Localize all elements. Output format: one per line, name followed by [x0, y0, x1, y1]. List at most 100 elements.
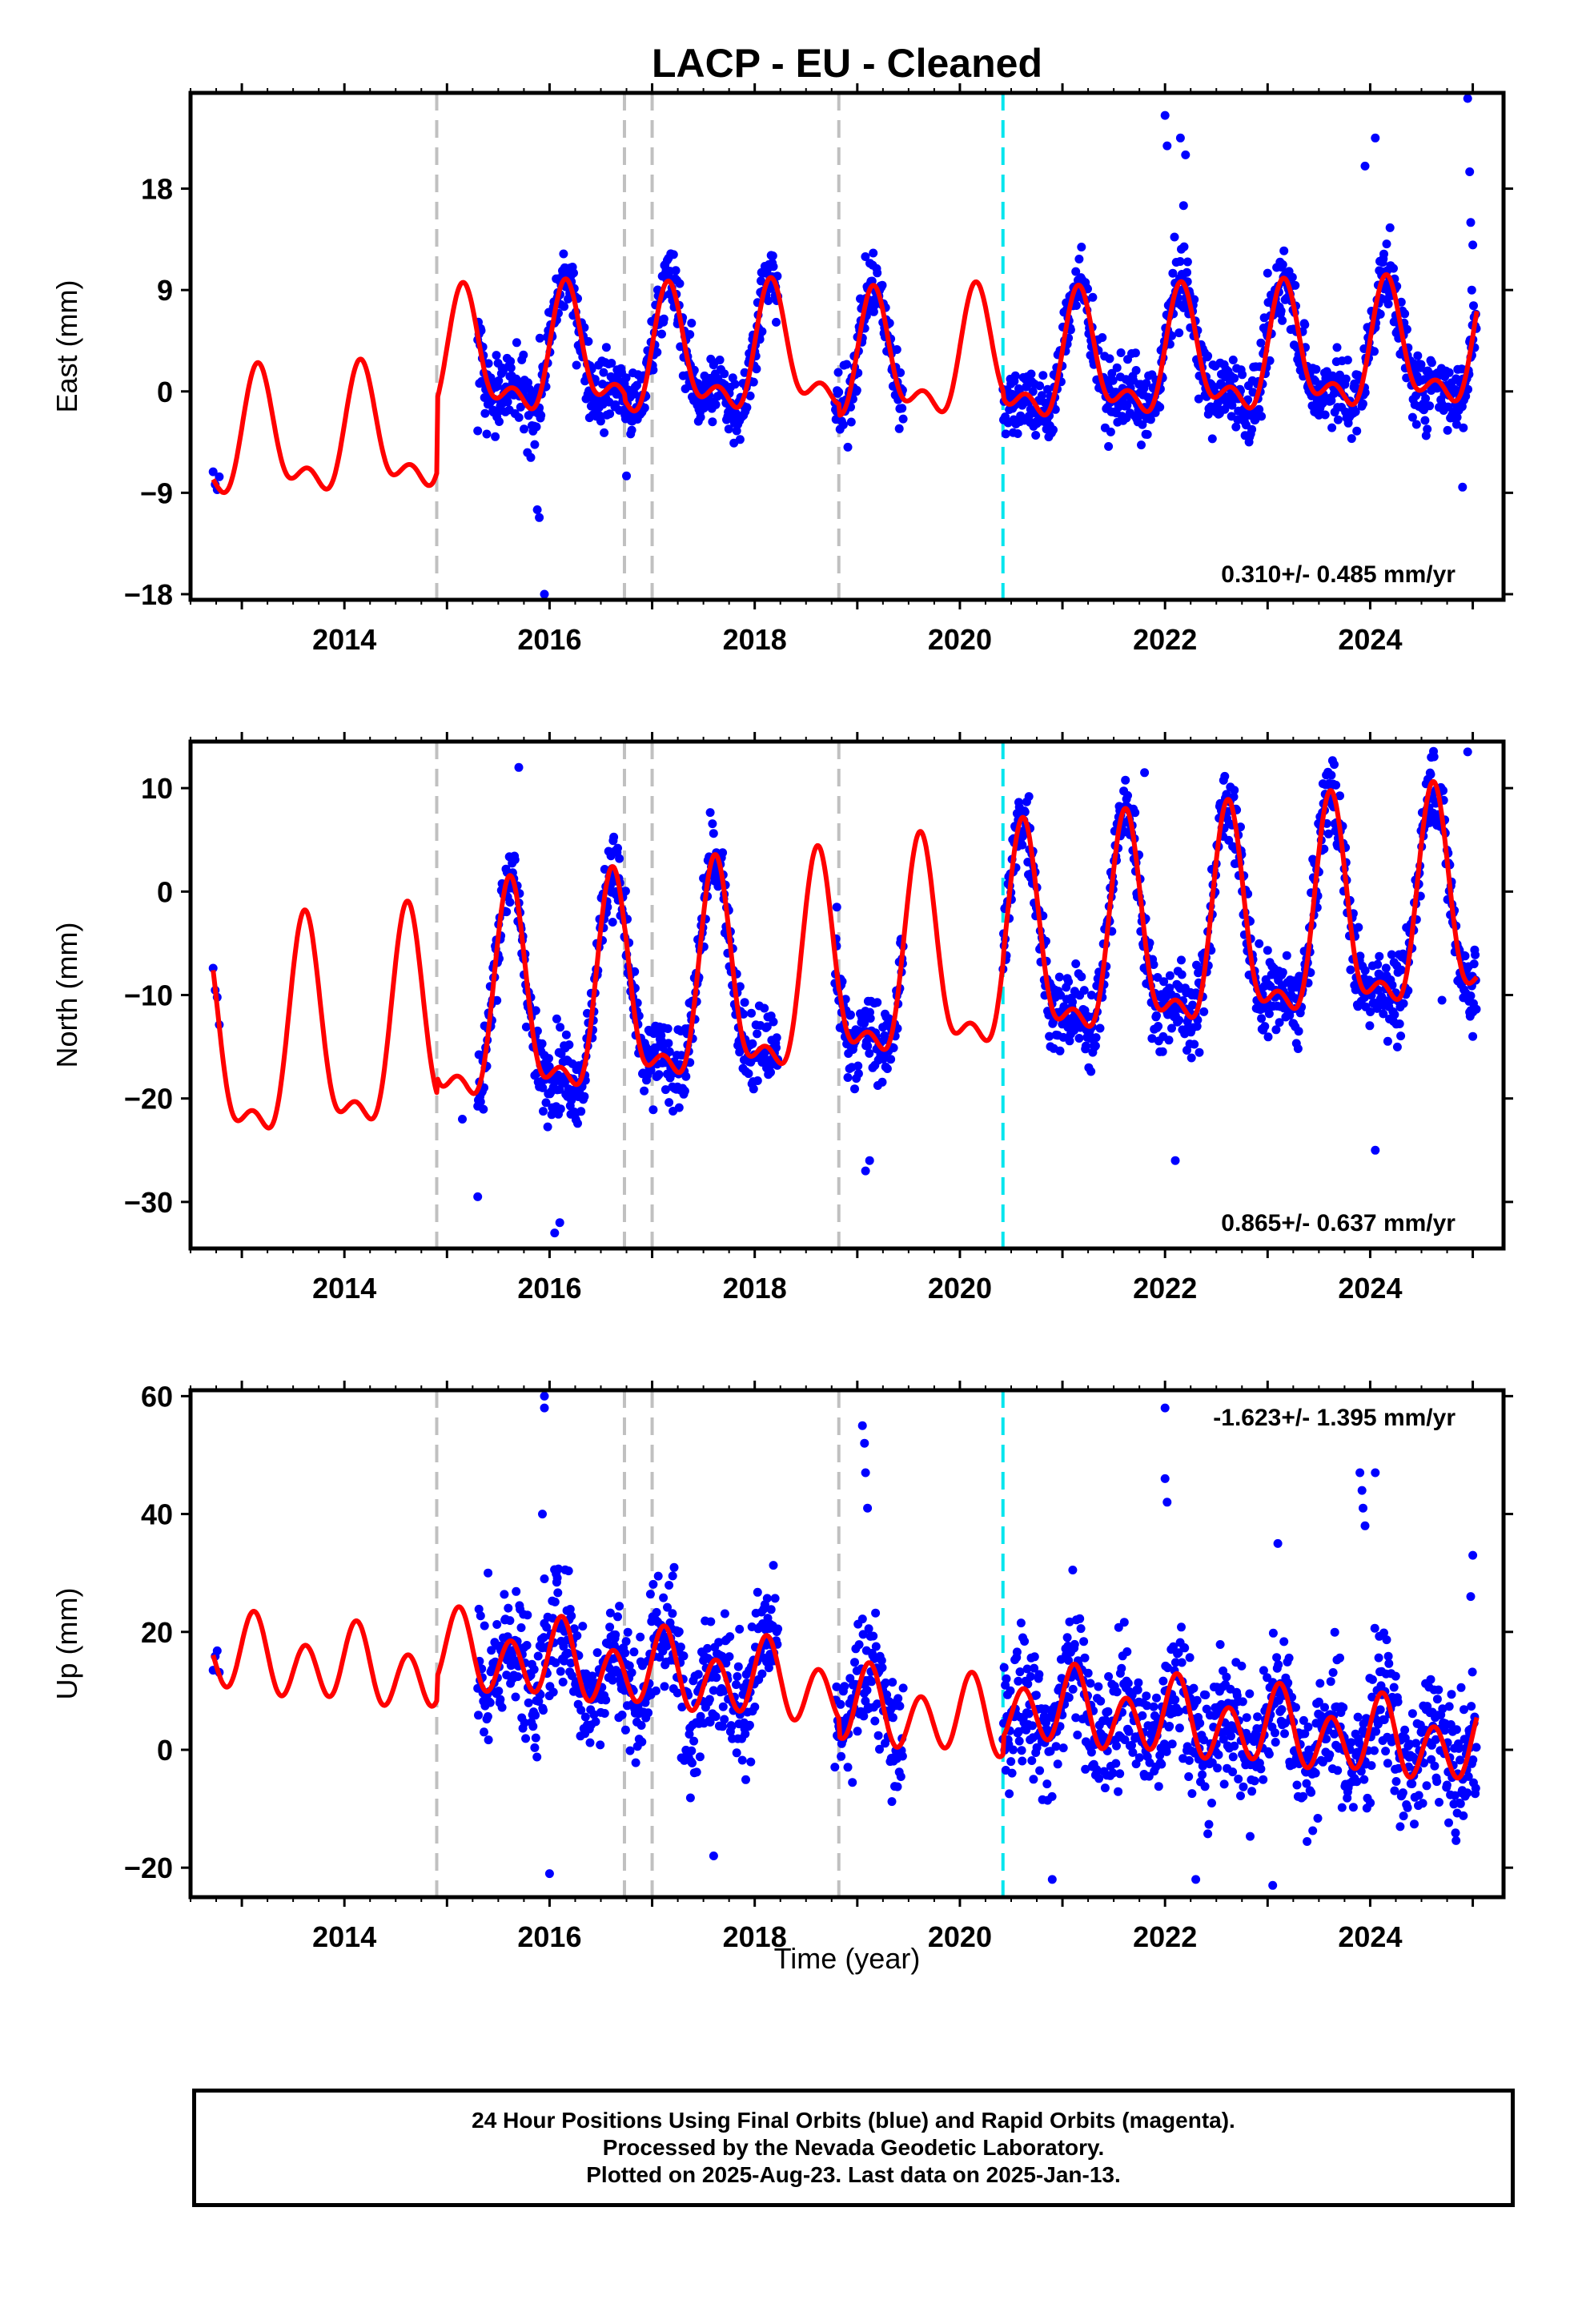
data-point — [1152, 1693, 1161, 1703]
data-point — [502, 907, 512, 917]
data-point — [669, 1562, 679, 1572]
data-point — [1320, 1703, 1329, 1712]
data-point — [1371, 133, 1380, 143]
data-point — [1353, 1712, 1363, 1722]
data-point — [1184, 1755, 1194, 1765]
data-point — [644, 1708, 653, 1718]
data-point — [1271, 1728, 1279, 1738]
data-point — [528, 1722, 538, 1731]
data-point — [1265, 356, 1275, 365]
data-point — [1081, 1041, 1090, 1051]
data-point — [897, 404, 907, 413]
data-point — [1458, 482, 1468, 492]
data-point — [605, 1622, 615, 1632]
data-point — [564, 1040, 574, 1050]
data-point — [1375, 1705, 1385, 1715]
data-point — [1207, 1799, 1216, 1807]
data-point — [772, 1033, 781, 1043]
data-point — [1389, 1683, 1399, 1692]
data-point — [524, 1698, 533, 1707]
data-point — [520, 424, 528, 434]
data-point — [544, 1054, 553, 1063]
data-point — [566, 1659, 576, 1668]
data-point — [569, 268, 578, 278]
data-point — [766, 1605, 776, 1614]
data-point — [1370, 1623, 1379, 1633]
data-point — [1100, 1783, 1110, 1793]
data-point — [1111, 1759, 1121, 1768]
data-point — [1140, 768, 1150, 778]
data-point — [1379, 1715, 1389, 1724]
data-point — [850, 1658, 859, 1667]
data-point — [1195, 1047, 1204, 1057]
data-point — [1391, 1777, 1401, 1786]
data-point — [521, 1022, 531, 1031]
data-point — [1248, 388, 1258, 397]
data-point — [1335, 791, 1344, 801]
y-axis-label: North (mm) — [50, 923, 83, 1068]
data-point — [1346, 965, 1355, 975]
data-point — [1230, 1741, 1239, 1751]
data-point — [1268, 1628, 1278, 1638]
data-point — [627, 1668, 636, 1678]
data-point — [1253, 1712, 1263, 1722]
data-point — [604, 1663, 614, 1673]
data-point — [764, 1663, 773, 1673]
data-point — [492, 1620, 502, 1629]
y-tick-label: 9 — [157, 274, 173, 307]
data-point — [1282, 951, 1291, 960]
data-point — [640, 1086, 649, 1096]
data-point — [506, 356, 516, 366]
data-point — [863, 1503, 873, 1513]
data-point — [660, 1682, 669, 1691]
data-point — [576, 1706, 586, 1715]
data-point — [1400, 309, 1410, 319]
data-point — [1422, 1781, 1431, 1791]
data-point — [730, 380, 740, 389]
data-point — [600, 428, 609, 437]
data-point — [1352, 426, 1362, 436]
data-point — [659, 314, 669, 324]
data-point — [1009, 1745, 1018, 1755]
data-point — [735, 1624, 745, 1634]
data-point — [1466, 991, 1476, 1000]
data-point — [1384, 1659, 1394, 1668]
data-point — [1427, 1755, 1436, 1764]
data-point — [741, 1729, 750, 1739]
data-point — [1162, 1747, 1171, 1756]
data-point — [1112, 1741, 1121, 1751]
data-point — [1121, 775, 1130, 785]
data-point — [636, 1721, 646, 1730]
data-point — [1047, 1875, 1057, 1884]
data-point — [676, 1642, 685, 1652]
data-point — [772, 1043, 781, 1052]
data-point — [739, 1009, 749, 1019]
data-point — [1191, 1875, 1201, 1884]
data-point — [834, 388, 844, 397]
data-point — [495, 417, 504, 426]
data-point — [552, 1573, 562, 1582]
data-point — [1263, 268, 1272, 278]
data-point — [1427, 358, 1436, 368]
data-point — [537, 1039, 547, 1048]
data-point — [1294, 1027, 1303, 1036]
data-point — [685, 1793, 695, 1803]
data-point — [516, 1623, 526, 1632]
data-point — [1200, 1782, 1210, 1791]
data-point — [531, 1733, 540, 1743]
data-point — [1373, 985, 1383, 995]
data-point — [1230, 786, 1239, 795]
data-point — [1450, 1791, 1460, 1800]
data-point — [737, 1755, 747, 1765]
data-point — [530, 440, 540, 449]
data-point — [842, 360, 852, 369]
data-point — [832, 1682, 841, 1691]
data-point — [1237, 1661, 1247, 1671]
data-point — [1030, 1652, 1039, 1662]
x-tick-label: 2016 — [517, 1272, 581, 1305]
data-point — [1228, 356, 1238, 364]
data-point — [1146, 415, 1155, 424]
data-point — [1119, 1618, 1129, 1627]
data-point — [877, 1656, 886, 1665]
